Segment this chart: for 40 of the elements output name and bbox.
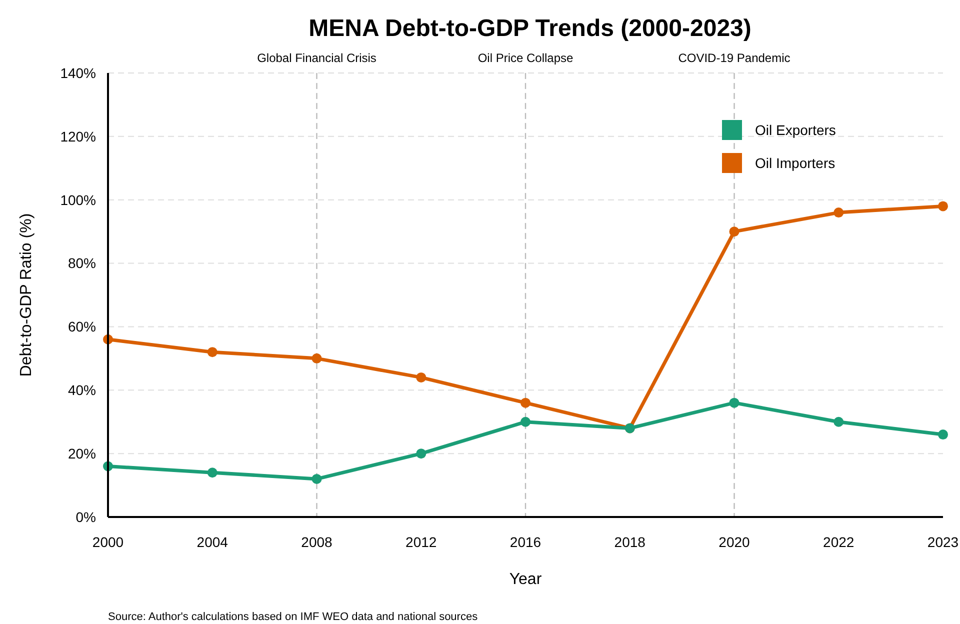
point (729, 226, 740, 237)
point (416, 372, 426, 382)
y-axis-title: Debt-to-GDP Ratio (%) (18, 213, 35, 377)
point (729, 398, 740, 408)
y-tick-label: 140% (60, 64, 96, 81)
x-tick-label: 2000 (92, 534, 124, 550)
source-note: Source: Author's calculations based on IMF WEO data and national sources (108, 611, 478, 623)
point (834, 416, 844, 427)
x-tick-label: 2008 (301, 534, 333, 550)
y-tick-label: 20% (68, 445, 96, 462)
y-tick-label: 80% (68, 255, 96, 272)
y-tick-label: 0% (76, 508, 96, 525)
y-tick-label: 60% (68, 318, 96, 335)
ref-line-label: COVID-19 Pandemic (678, 51, 790, 65)
point (834, 208, 844, 218)
x-tick-label: 2020 (718, 534, 750, 550)
point (312, 474, 322, 484)
legend-label: Oil Exporters (755, 122, 836, 138)
y-tick-label: 100% (60, 192, 96, 208)
point (938, 430, 948, 440)
point (938, 201, 948, 212)
point (520, 416, 530, 427)
chart-title: MENA Debt-to-GDP Trends (2000-2023) (308, 15, 752, 42)
point (207, 468, 218, 478)
x-axis-title: Year (509, 571, 542, 588)
point (312, 353, 322, 364)
ref-line-label: Oil Price Collapse (478, 51, 574, 65)
x-tick-label: 2012 (406, 534, 437, 550)
x-tick-label: 2016 (510, 534, 542, 550)
y-tick-label: 40% (68, 382, 96, 398)
ref-line-label: Global Financial Crisis (257, 51, 376, 65)
x-tick-label: 2004 (196, 534, 228, 550)
point (416, 448, 426, 459)
x-tick-label: 2018 (614, 534, 646, 550)
point (520, 398, 530, 408)
x-tick-label: 2023 (927, 534, 959, 550)
point (207, 347, 218, 358)
y-tick-label: 120% (60, 128, 96, 144)
legend-label: Oil Importers (755, 154, 836, 171)
x-tick-label: 2022 (823, 534, 854, 550)
